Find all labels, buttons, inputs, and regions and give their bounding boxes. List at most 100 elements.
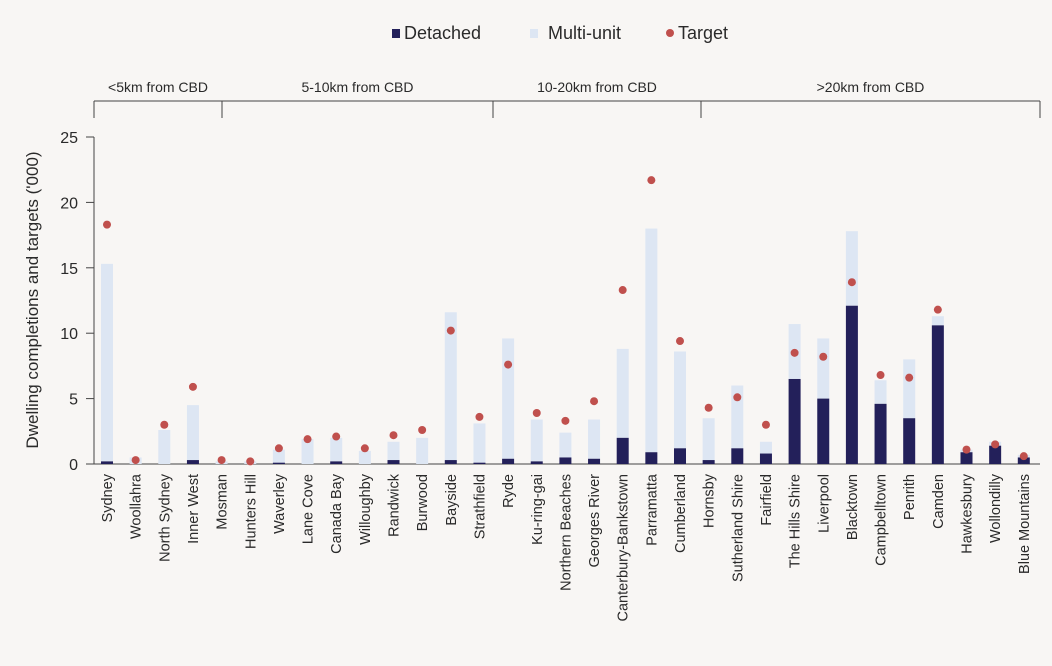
bar-detached-25 <box>817 398 830 464</box>
x-category-label: Ryde <box>501 474 517 508</box>
target-point-2 <box>160 420 169 429</box>
x-category-label: Canada Bay <box>329 473 345 554</box>
bar-multi-unit-10 <box>387 441 400 461</box>
x-category-label: Woollahra <box>129 473 145 539</box>
x-category-label: Wollondilly <box>988 473 1004 543</box>
target-point-6 <box>274 444 283 453</box>
bar-detached-8 <box>330 461 343 464</box>
x-category-label: Liverpool <box>816 474 832 533</box>
bar-detached-29 <box>931 325 944 464</box>
target-point-17 <box>590 397 599 406</box>
bar-detached-17 <box>588 458 601 464</box>
x-category-label: Bayside <box>444 474 460 526</box>
x-category-label: Sutherland Shire <box>730 474 746 582</box>
x-category-label: Sydney <box>100 473 116 522</box>
x-category-label: Campbelltown <box>874 474 890 566</box>
bar-multi-unit-26 <box>845 231 858 306</box>
target-point-9 <box>360 444 369 453</box>
x-category-label: Canterbury-Bankstown <box>616 474 632 622</box>
target-point-13 <box>475 412 484 421</box>
bar-multi-unit-25 <box>817 338 830 399</box>
target-point-20 <box>676 337 684 346</box>
target-point-12 <box>446 326 455 335</box>
target-point-32 <box>1019 452 1028 461</box>
legend-target-label: Target <box>678 23 728 43</box>
x-category-label: Blacktown <box>845 474 861 540</box>
bar-multi-unit-7 <box>301 439 314 464</box>
target-point-11 <box>418 425 427 434</box>
bar-detached-30 <box>960 452 973 464</box>
target-point-5 <box>246 457 255 466</box>
target-point-15 <box>532 408 541 417</box>
target-point-14 <box>504 360 513 369</box>
target-point-21 <box>704 403 713 412</box>
bar-detached-15 <box>530 461 543 464</box>
x-category-label: Blue Mountains <box>1017 474 1033 574</box>
x-category-label: Inner West <box>186 474 202 544</box>
bar-detached-12 <box>444 460 457 464</box>
target-point-3 <box>188 382 197 391</box>
bar-detached-27 <box>874 403 887 464</box>
target-point-27 <box>876 371 885 380</box>
x-category-label: Georges River <box>587 474 603 568</box>
x-category-label: Waverley <box>272 473 288 534</box>
target-point-4 <box>217 456 226 465</box>
target-point-26 <box>847 278 856 287</box>
bar-multi-unit-23 <box>759 441 772 454</box>
x-category-label: Hawkesbury <box>960 473 976 554</box>
x-category-label: Fairfield <box>759 474 775 526</box>
target-point-8 <box>332 432 341 441</box>
bar-multi-unit-16 <box>559 432 572 458</box>
target-points <box>103 176 1028 466</box>
y-tick-label: 5 <box>69 392 78 409</box>
x-axis-labels: Sydney Woollahra North Sydney Inner West Mos… <box>100 473 1033 621</box>
target-point-23 <box>761 420 770 429</box>
x-category-label: Burwood <box>415 474 431 531</box>
bar-multi-unit-6 <box>272 449 285 463</box>
bar-multi-unit-14 <box>502 338 515 459</box>
bar-detached-0 <box>101 461 113 464</box>
target-point-10 <box>389 431 398 440</box>
x-category-label: North Sydney <box>157 473 173 562</box>
region-brackets: <5km from CBD 5-10km from CBD 10-20km from… <box>93 79 1041 118</box>
bar-detached-20 <box>674 448 686 464</box>
target-point-24 <box>790 348 799 357</box>
region-label: 5-10km from CBD <box>301 79 413 95</box>
legend-multi-label: Multi-unit <box>548 23 621 43</box>
x-category-label: Cumberland <box>673 474 689 553</box>
bar-detached-3 <box>186 460 199 464</box>
x-category-label: Willoughby <box>358 473 374 545</box>
x-category-label: Hornsby <box>702 473 718 528</box>
x-category-label: Camden <box>931 474 947 529</box>
target-point-19 <box>647 176 656 185</box>
bar-multi-unit-9 <box>358 450 371 464</box>
region-label: 10-20km from CBD <box>537 79 657 95</box>
y-tick-label: 10 <box>60 326 78 343</box>
bar-multi-unit-22 <box>731 385 744 449</box>
y-tick-label: 15 <box>60 261 78 278</box>
x-category-label: The Hills Shire <box>788 474 804 568</box>
region-label: <5km from CBD <box>108 79 208 95</box>
target-point-0 <box>103 220 111 229</box>
legend-target-marker <box>666 29 674 37</box>
x-category-label: Mosman <box>215 474 231 530</box>
bar-multi-unit-27 <box>874 380 887 404</box>
x-category-label: Hunters Hill <box>243 474 259 549</box>
target-point-22 <box>733 393 742 402</box>
bar-detached-19 <box>645 452 658 464</box>
target-point-7 <box>303 435 312 444</box>
bar-detached-10 <box>387 460 400 464</box>
bar-detached-18 <box>616 437 629 464</box>
bar-multi-unit-2 <box>158 429 171 464</box>
bars <box>101 228 1030 464</box>
y-axis-title: Dwelling completions and targets ('000) <box>23 151 42 448</box>
bar-detached-16 <box>559 457 572 464</box>
target-point-18 <box>618 286 627 295</box>
bar-detached-32 <box>1017 457 1030 464</box>
bar-detached-24 <box>788 378 801 464</box>
x-category-label: Strathfield <box>472 474 488 539</box>
bar-multi-unit-11 <box>416 437 429 464</box>
legend: Detached Multi-unit Target <box>392 23 728 43</box>
